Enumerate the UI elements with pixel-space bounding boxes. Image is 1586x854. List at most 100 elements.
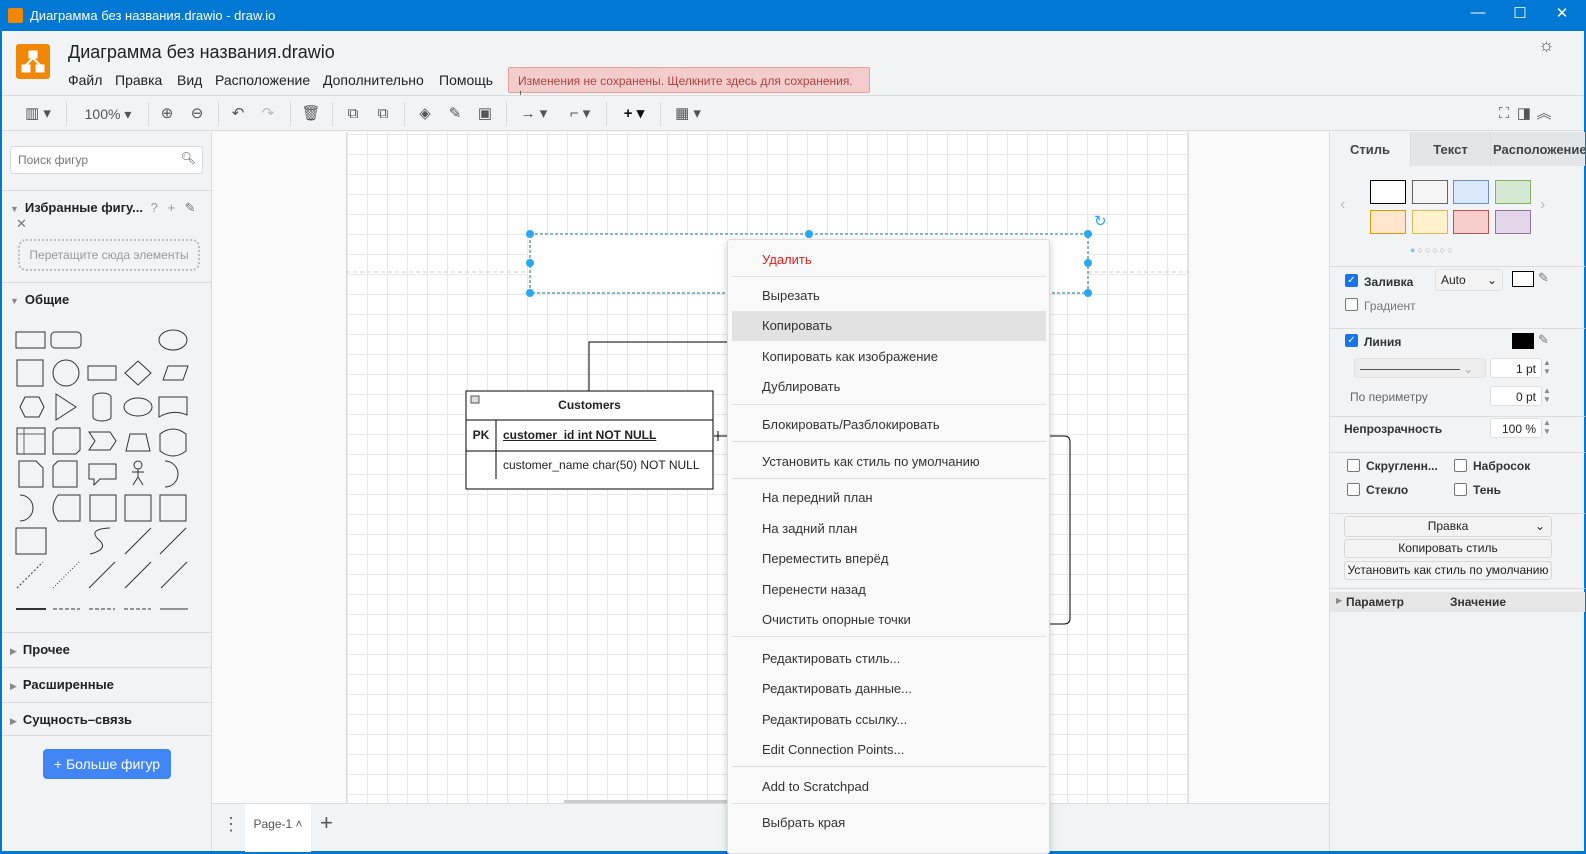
sketch-checkbox[interactable] bbox=[1454, 459, 1467, 472]
search-shapes-input[interactable]: Поиск фигур 🔍︎ bbox=[10, 146, 203, 174]
shape-template[interactable] bbox=[159, 527, 187, 555]
menu-item-set-as-default-style[interactable]: Установить как стиль по умолчанию bbox=[762, 454, 980, 469]
menu-help[interactable]: Помощь bbox=[439, 72, 494, 88]
to-front-icon[interactable]: ⧉ bbox=[347, 105, 359, 122]
section-er[interactable]: ▶ Сущность–связь bbox=[2, 702, 212, 736]
insert-icon[interactable]: + ▾ bbox=[623, 105, 645, 122]
close-icon[interactable]: ✕ bbox=[16, 216, 27, 231]
rounded-checkbox[interactable] bbox=[1347, 459, 1360, 472]
field-customer-name[interactable]: customer_name char(50) NOT NULL bbox=[503, 458, 700, 472]
swatch-pagination[interactable]: ●○○○○○ bbox=[1410, 245, 1455, 255]
copy-style-button[interactable]: Копировать стиль bbox=[1344, 539, 1552, 558]
document-title[interactable]: Диаграмма без названия.drawio bbox=[68, 42, 335, 62]
set-default-style-button[interactable]: Установить как стиль по умолчанию bbox=[1344, 561, 1552, 580]
connection-icon[interactable]: → ▾ bbox=[520, 105, 548, 122]
waypoints-icon[interactable]: ⌐ ▾ bbox=[569, 105, 591, 122]
add-icon[interactable]: + bbox=[167, 200, 176, 215]
menu-extras[interactable]: Дополнительно bbox=[323, 72, 424, 88]
menu-item-delete[interactable]: Удалить bbox=[762, 252, 812, 267]
shape-template[interactable] bbox=[19, 494, 34, 522]
menu-item-to-front[interactable]: На передний план bbox=[762, 490, 873, 505]
shadow-icon[interactable]: ▣ bbox=[477, 105, 493, 122]
eyedropper-icon[interactable]: ✎ bbox=[1538, 270, 1549, 285]
style-swatch[interactable] bbox=[1370, 180, 1406, 204]
help-icon[interactable]: ? bbox=[150, 200, 158, 215]
line-style-select[interactable]: ⌄ bbox=[1354, 358, 1486, 378]
shape-template[interactable] bbox=[87, 365, 117, 381]
shapes-palette[interactable] bbox=[10, 324, 204, 614]
tab-arrange[interactable]: Расположение bbox=[1490, 132, 1585, 166]
menu-item-edit-style[interactable]: Редактировать стиль... bbox=[762, 651, 901, 666]
table-icon[interactable]: ▦ ▾ bbox=[675, 105, 701, 122]
menu-item-edit-link[interactable]: Редактировать ссылку... bbox=[762, 712, 908, 727]
shape-template[interactable] bbox=[16, 359, 44, 387]
shape-template[interactable] bbox=[162, 365, 189, 381]
shape-template[interactable] bbox=[50, 331, 82, 349]
edit-icon[interactable]: ✎ bbox=[184, 200, 196, 215]
shape-template[interactable] bbox=[52, 494, 81, 522]
horizontal-scrollbar[interactable] bbox=[564, 800, 764, 803]
tab-style[interactable]: Стиль bbox=[1330, 132, 1410, 166]
tab-page-1[interactable]: Page-1 ˄ bbox=[245, 804, 311, 852]
shadow-checkbox[interactable] bbox=[1454, 483, 1467, 496]
section-misc[interactable]: ▶ Прочее bbox=[2, 632, 212, 666]
shape-template[interactable] bbox=[133, 460, 143, 470]
gradient-checkbox[interactable] bbox=[1345, 298, 1358, 311]
more-shapes-button[interactable]: + Больше фигур bbox=[43, 749, 171, 779]
menu-edit[interactable]: Правка bbox=[115, 72, 163, 88]
general-section-header[interactable]: ▼ Общие bbox=[2, 282, 212, 316]
shape-template[interactable] bbox=[160, 561, 188, 589]
redo-icon[interactable]: ↷ bbox=[261, 105, 275, 122]
chevron-left-icon[interactable]: ‹ bbox=[1340, 196, 1346, 213]
menu-item-copy[interactable]: Копировать bbox=[732, 311, 1046, 341]
shape-template[interactable] bbox=[164, 460, 179, 488]
menu-item-lock-unlock[interactable]: Блокировать/Разблокировать bbox=[762, 417, 940, 432]
shape-template[interactable] bbox=[124, 527, 152, 555]
menu-item-add-to-scratchpad[interactable]: Add to Scratchpad bbox=[762, 779, 869, 794]
menu-item-copy-as-image[interactable]: Копировать как изображение bbox=[762, 349, 938, 364]
menu-item-duplicate[interactable]: Дублировать bbox=[762, 379, 841, 394]
chevron-right-icon[interactable]: › bbox=[1540, 196, 1546, 213]
shape-template[interactable] bbox=[52, 561, 80, 589]
eyedropper-icon[interactable]: ✎ bbox=[1538, 332, 1549, 347]
shape-template[interactable] bbox=[124, 360, 152, 386]
theme-icon[interactable]: ☼ bbox=[1538, 35, 1555, 55]
fill-color-icon[interactable]: ◈ bbox=[419, 105, 431, 122]
maximize-button[interactable]: ☐ bbox=[1513, 5, 1527, 22]
shape-template[interactable] bbox=[89, 494, 117, 522]
menu-item-edit-data[interactable]: Редактировать данные... bbox=[762, 681, 912, 696]
style-swatch[interactable] bbox=[1411, 180, 1448, 204]
shape-template[interactable] bbox=[159, 494, 187, 522]
shape-template[interactable] bbox=[16, 561, 44, 589]
opacity-stepper[interactable]: ▲ ▼ bbox=[1543, 418, 1551, 436]
shape-template[interactable] bbox=[92, 392, 112, 422]
zoom-select[interactable]: 100% ▾ bbox=[84, 106, 132, 122]
style-swatch[interactable] bbox=[1370, 210, 1406, 234]
shape-template[interactable] bbox=[52, 359, 80, 387]
line-width-stepper[interactable]: ▲ ▼ bbox=[1543, 358, 1551, 376]
glass-checkbox[interactable] bbox=[1347, 483, 1360, 496]
minimize-button[interactable]: — bbox=[1470, 4, 1486, 21]
shape-template[interactable] bbox=[15, 527, 47, 555]
shape-template[interactable] bbox=[15, 331, 46, 349]
menu-item-to-back[interactable]: На задний план bbox=[762, 521, 858, 536]
shape-template[interactable] bbox=[52, 460, 78, 488]
shape-template[interactable] bbox=[89, 527, 111, 555]
fill-mode-select[interactable]: Auto ⌄ bbox=[1435, 269, 1503, 291]
shape-template[interactable] bbox=[158, 396, 188, 418]
menu-item-bring-forward[interactable]: Переместить вперёд bbox=[762, 551, 889, 566]
menu-item-edit-connection-points[interactable]: Edit Connection Points... bbox=[762, 742, 905, 757]
menu-item-clear-waypoints[interactable]: Очистить опорные точки bbox=[762, 612, 911, 627]
menu-arrange[interactable]: Расположение bbox=[215, 72, 311, 88]
line-color-icon[interactable]: ✎ bbox=[448, 105, 462, 122]
style-swatch[interactable] bbox=[1494, 210, 1531, 234]
favorites-section-header[interactable]: ▼ Избранные фигу... ? + ✎ ✕ bbox=[2, 190, 212, 231]
fullscreen-icon[interactable]: ⛶ bbox=[1498, 105, 1510, 122]
shape-template[interactable] bbox=[159, 428, 187, 457]
style-swatch[interactable] bbox=[1411, 210, 1448, 234]
to-back-icon[interactable]: ⧉ bbox=[377, 105, 389, 122]
perimeter-stepper[interactable]: ▲ ▼ bbox=[1543, 386, 1551, 404]
table-title[interactable]: Customers bbox=[558, 398, 621, 412]
style-swatch[interactable] bbox=[1453, 180, 1489, 204]
shape-template[interactable] bbox=[19, 396, 45, 418]
